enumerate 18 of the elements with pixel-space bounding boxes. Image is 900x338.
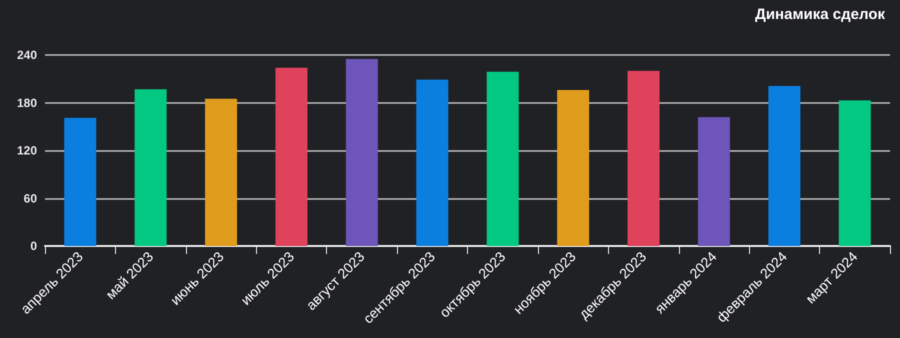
bar xyxy=(628,70,660,246)
y-tick-label: 60 xyxy=(24,191,38,206)
bar xyxy=(698,117,730,246)
bar xyxy=(557,90,590,246)
bar xyxy=(134,89,167,246)
bar xyxy=(838,100,871,246)
y-tick-label: 240 xyxy=(16,48,38,62)
y-tick-label: 0 xyxy=(30,239,38,253)
y-tick-label: 180 xyxy=(16,96,38,110)
bar xyxy=(416,80,448,246)
y-tick-label: 120 xyxy=(16,144,38,158)
chart-title: Динамика сделок xyxy=(755,6,886,23)
bar xyxy=(64,118,96,246)
bar xyxy=(346,58,378,246)
bar xyxy=(768,86,800,246)
bar xyxy=(275,68,308,246)
bar xyxy=(205,98,238,246)
bar xyxy=(486,72,519,246)
